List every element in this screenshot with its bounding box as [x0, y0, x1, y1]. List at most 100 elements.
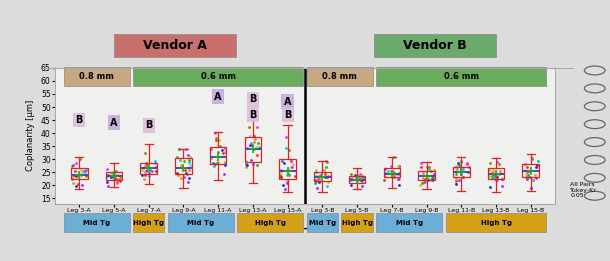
Point — [493, 160, 503, 164]
Point — [102, 180, 112, 184]
Point — [253, 153, 262, 157]
Point — [243, 125, 253, 129]
Point — [275, 173, 285, 177]
Point — [320, 172, 330, 176]
Point — [322, 159, 332, 164]
Point — [381, 167, 390, 171]
Point — [210, 131, 220, 135]
Point — [67, 164, 77, 168]
Point — [310, 177, 320, 182]
Point — [282, 180, 292, 185]
Point — [103, 184, 113, 188]
Point — [416, 161, 426, 165]
Point — [67, 177, 77, 181]
Text: Mid Tg: Mid Tg — [83, 220, 110, 226]
Point — [310, 181, 320, 186]
Point — [281, 135, 291, 139]
Point — [497, 183, 507, 188]
Point — [276, 168, 285, 172]
Point — [111, 177, 121, 181]
Point — [464, 170, 473, 174]
Point — [520, 162, 529, 166]
Point — [379, 177, 389, 182]
Point — [418, 171, 428, 175]
Point — [427, 177, 437, 182]
Point — [386, 169, 396, 174]
Point — [68, 174, 78, 178]
Point — [172, 155, 182, 159]
Text: B: B — [76, 115, 83, 125]
Point — [183, 180, 193, 185]
Point — [249, 134, 259, 138]
Point — [393, 164, 403, 168]
Point — [74, 172, 84, 176]
Point — [141, 161, 151, 165]
Point — [355, 177, 365, 182]
Point — [355, 175, 365, 180]
Point — [356, 178, 366, 182]
Point — [523, 165, 533, 169]
Point — [346, 177, 356, 181]
Point — [425, 165, 434, 169]
Point — [103, 173, 113, 177]
Point — [459, 167, 468, 171]
Point — [456, 167, 466, 171]
Text: Mid Tg: Mid Tg — [187, 220, 214, 226]
Point — [102, 167, 112, 171]
Point — [394, 177, 404, 181]
Point — [350, 173, 360, 177]
Point — [463, 170, 473, 174]
Text: A: A — [110, 118, 118, 128]
Point — [210, 162, 220, 166]
Point — [142, 164, 151, 169]
Point — [113, 173, 123, 177]
Point — [429, 172, 439, 176]
Point — [211, 138, 221, 142]
Point — [323, 174, 332, 178]
Point — [487, 172, 497, 176]
Text: High Tg: High Tg — [255, 220, 285, 226]
Point — [281, 187, 290, 191]
Point — [106, 175, 116, 179]
Point — [179, 159, 188, 163]
Point — [388, 171, 398, 176]
Point — [311, 169, 321, 174]
Text: High Tg: High Tg — [342, 220, 373, 226]
Point — [246, 141, 256, 145]
Text: B: B — [249, 94, 257, 104]
Point — [421, 180, 431, 184]
Point — [182, 172, 192, 176]
Point — [521, 172, 531, 176]
Point — [151, 164, 161, 169]
Point — [486, 185, 495, 189]
Point — [209, 161, 218, 165]
Point — [456, 171, 465, 176]
Point — [484, 174, 494, 179]
Point — [185, 160, 195, 164]
Point — [76, 173, 86, 177]
Point — [353, 174, 363, 178]
Point — [249, 147, 259, 151]
Point — [427, 176, 437, 180]
Point — [143, 166, 152, 170]
Point — [484, 168, 493, 173]
Point — [490, 171, 500, 175]
Point — [528, 157, 537, 161]
Point — [115, 176, 125, 180]
Point — [220, 147, 229, 151]
Point — [489, 168, 498, 172]
Point — [428, 176, 438, 180]
Point — [276, 175, 285, 179]
Point — [102, 173, 112, 177]
Point — [451, 182, 461, 186]
Point — [282, 146, 292, 150]
Point — [530, 173, 540, 177]
Point — [315, 173, 325, 177]
Point — [415, 183, 425, 187]
Point — [287, 165, 296, 169]
Point — [241, 159, 251, 163]
Point — [487, 174, 497, 179]
Text: Vendor B: Vendor B — [403, 39, 467, 52]
Point — [144, 174, 154, 178]
Point — [494, 162, 504, 167]
